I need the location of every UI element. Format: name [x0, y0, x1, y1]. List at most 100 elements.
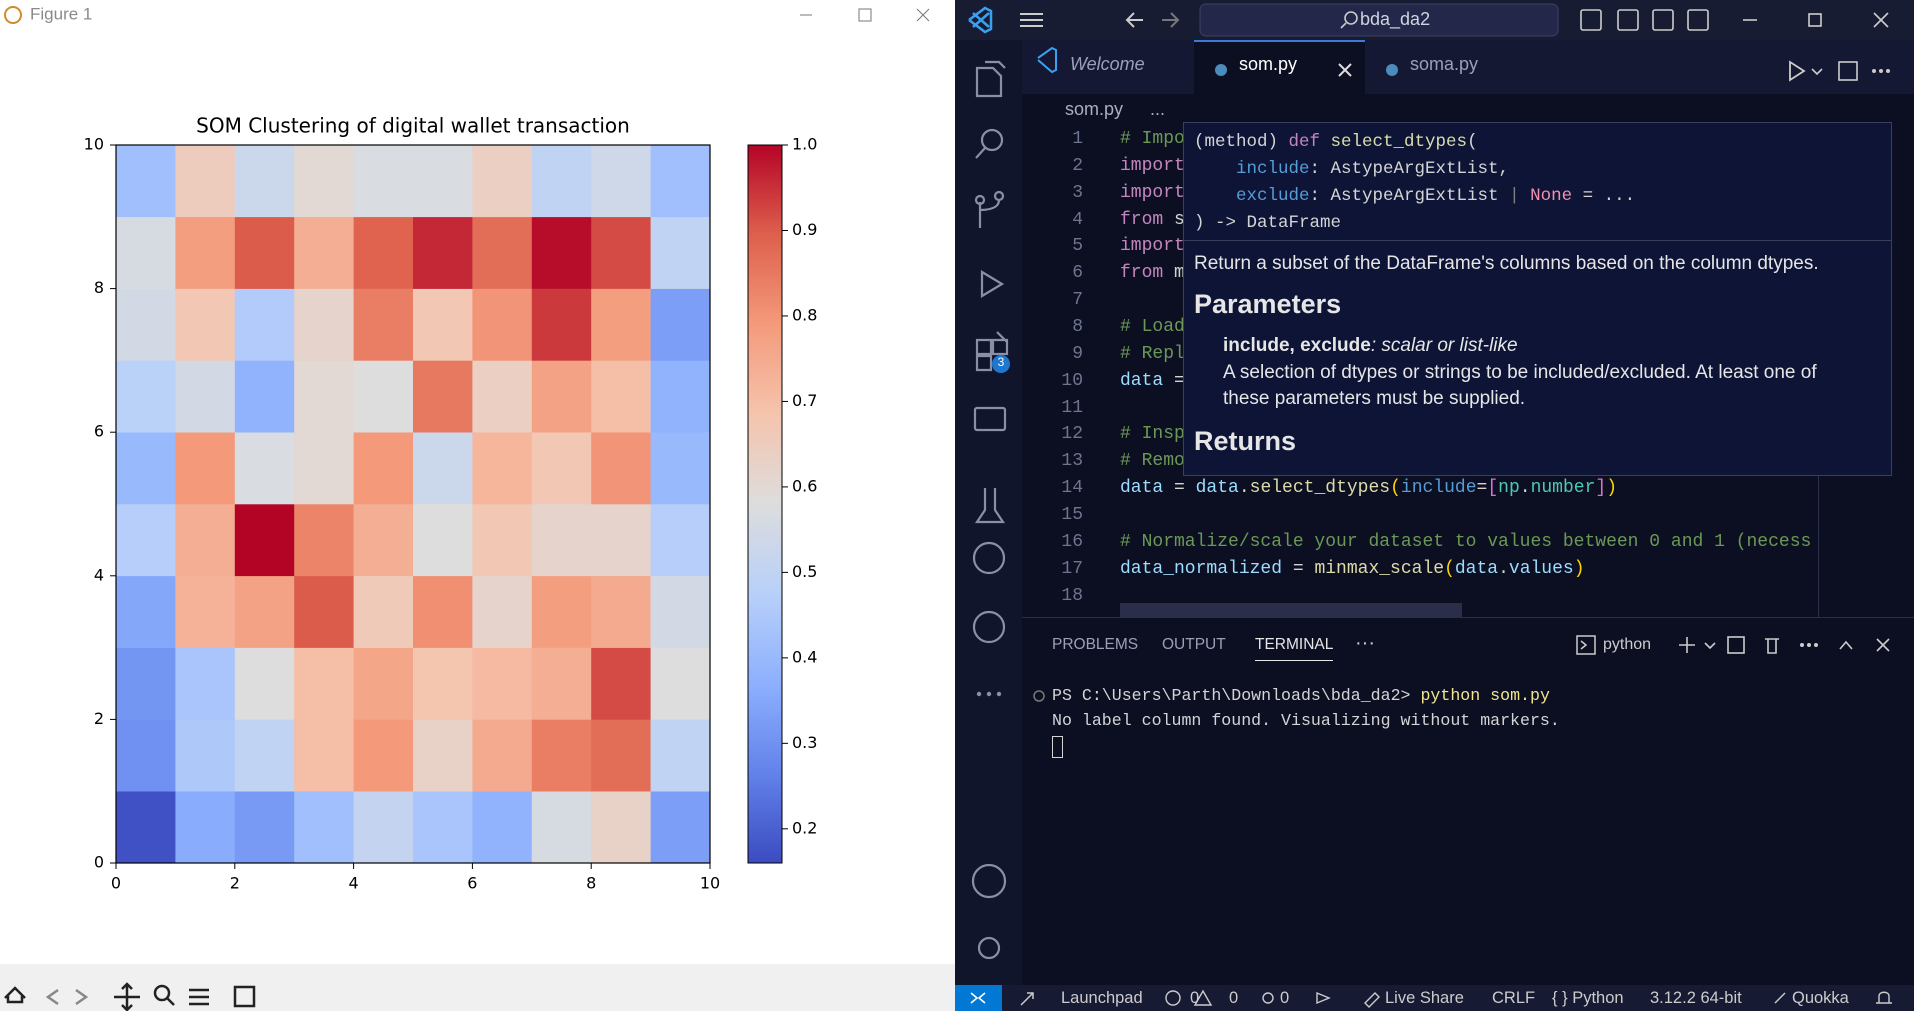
- run-dropdown[interactable]: [1811, 68, 1823, 76]
- menu-button[interactable]: [1020, 13, 1043, 27]
- toggle-secondary[interactable]: [1652, 9, 1674, 31]
- back-button[interactable]: [45, 988, 59, 1006]
- toggle-sidebar[interactable]: [1580, 9, 1602, 31]
- code-token: .: [1238, 478, 1250, 499]
- forward-button[interactable]: [75, 988, 89, 1006]
- split-editor[interactable]: [1838, 61, 1858, 81]
- param-type: : scalar or list-like: [1370, 335, 1518, 356]
- heatmap: [116, 145, 711, 864]
- toggle-panel[interactable]: [1617, 9, 1639, 31]
- more-dot[interactable]: [1872, 69, 1876, 73]
- heatmap-cell: [353, 145, 414, 218]
- github-icon[interactable]: [972, 610, 1006, 644]
- pan-button[interactable]: [114, 982, 140, 1011]
- heatmap-cell: [591, 575, 651, 648]
- maximize-button[interactable]: [1808, 13, 1822, 27]
- close-tab[interactable]: [1338, 63, 1352, 77]
- status-launchpad[interactable]: Launchpad: [1061, 989, 1143, 1007]
- split-terminal[interactable]: [1727, 636, 1745, 654]
- heatmap-cell: [116, 432, 176, 505]
- panel-more[interactable]: ···: [1355, 632, 1375, 654]
- terminal-icon: [1576, 635, 1596, 655]
- status-live-share[interactable]: Live Share: [1385, 989, 1464, 1007]
- testing-icon[interactable]: [974, 488, 1006, 524]
- status-eol[interactable]: CRLF: [1492, 989, 1536, 1007]
- x-tick-label: 8: [586, 874, 596, 893]
- heatmap-cell: [234, 504, 295, 577]
- decoration-circle: [1033, 690, 1045, 702]
- explorer-icon[interactable]: [975, 60, 1006, 98]
- tab[interactable]: soma.py: [1410, 54, 1479, 74]
- new-terminal[interactable]: [1679, 637, 1716, 653]
- zoom-button[interactable]: [153, 984, 171, 1002]
- breadcrumb-more[interactable]: ...: [1150, 99, 1166, 119]
- y-tick-label: 10: [84, 135, 104, 154]
- heatmap-cell: [116, 647, 176, 720]
- signature-token: ) -> DataFrame: [1194, 213, 1342, 233]
- tab[interactable]: som.py: [1239, 54, 1298, 74]
- heatmap-cell: [531, 360, 592, 433]
- run-button[interactable]: [1789, 60, 1806, 82]
- accounts-icon[interactable]: [971, 863, 1007, 899]
- terminal-cursor: [1052, 736, 1063, 758]
- code-token: s: [1163, 209, 1185, 230]
- heatmap-cell: [531, 575, 592, 648]
- status-warnings[interactable]: 0: [1229, 989, 1239, 1007]
- close-button[interactable]: [1873, 12, 1889, 28]
- colorbar-tick-label: 0.6: [792, 476, 817, 495]
- customize-layout[interactable]: [1687, 9, 1709, 31]
- y-tick-label: 8: [94, 278, 104, 297]
- home-button[interactable]: [4, 986, 26, 1004]
- remote-icon[interactable]: [973, 406, 1007, 432]
- code-text: import: [1120, 233, 1185, 259]
- x-tick-label: 4: [349, 874, 359, 893]
- panel-tab[interactable]: OUTPUT: [1162, 636, 1226, 653]
- status-bar: [955, 985, 1914, 1011]
- close-panel[interactable]: [1876, 638, 1890, 652]
- terminal-shell[interactable]: python: [1603, 636, 1652, 653]
- tab[interactable]: Welcome: [1070, 54, 1145, 74]
- more-dot[interactable]: [1814, 643, 1818, 647]
- heatmap-cell: [116, 504, 176, 577]
- run-icon[interactable]: [980, 270, 1005, 298]
- command-center[interactable]: [1199, 3, 1559, 37]
- search-icon[interactable]: [980, 128, 1004, 152]
- code-line: 15: [1022, 502, 1914, 528]
- heatmap-cell: [116, 575, 176, 648]
- close-button[interactable]: [916, 8, 930, 22]
- zoom-handle: [166, 997, 175, 1006]
- more-dot[interactable]: [1886, 69, 1890, 73]
- breadcrumb-file[interactable]: som.py: [1065, 99, 1124, 119]
- heatmap-cell: [413, 432, 473, 505]
- panel-tab[interactable]: TERMINAL: [1255, 636, 1334, 661]
- maximize-button[interactable]: [858, 8, 872, 22]
- signature-token: : AstypeArgExtList,: [1309, 159, 1510, 179]
- status-language[interactable]: { } Python: [1552, 989, 1624, 1007]
- status-quokka[interactable]: Quokka: [1792, 989, 1849, 1007]
- heatmap-cell: [116, 216, 176, 289]
- signature-token: (: [1467, 132, 1478, 152]
- more-dot[interactable]: [1800, 643, 1804, 647]
- heatmap-cell: [234, 360, 295, 433]
- extensions-icon[interactable]: [975, 331, 1009, 372]
- more-dot[interactable]: [1807, 643, 1811, 647]
- code-token: # Impo: [1120, 129, 1185, 149]
- scm-icon[interactable]: [978, 199, 1001, 228]
- nav-back[interactable]: [1125, 12, 1143, 28]
- save-button[interactable]: [233, 985, 256, 1008]
- maximize-panel[interactable]: [1839, 640, 1853, 650]
- status-interpreter[interactable]: 3.12.2 64-bit: [1650, 989, 1742, 1007]
- gitlens-icon[interactable]: [972, 541, 1006, 575]
- configure-button[interactable]: [189, 988, 209, 1006]
- settings-icon[interactable]: [977, 936, 1001, 960]
- more-dot[interactable]: [1879, 69, 1883, 73]
- status-ports[interactable]: 0: [1280, 989, 1290, 1007]
- kill-terminal[interactable]: [1765, 638, 1779, 654]
- status-errors[interactable]: 0: [1190, 989, 1200, 1007]
- code-line: 16 # Normalize/scale your dataset to valu…: [1022, 529, 1914, 555]
- panel-tab[interactable]: PROBLEMS: [1052, 636, 1139, 653]
- line-number: 9: [1072, 343, 1083, 364]
- hover-popup: [1183, 122, 1892, 476]
- code-line: 6 from m: [1022, 260, 1914, 286]
- nav-forward[interactable]: [1162, 12, 1180, 28]
